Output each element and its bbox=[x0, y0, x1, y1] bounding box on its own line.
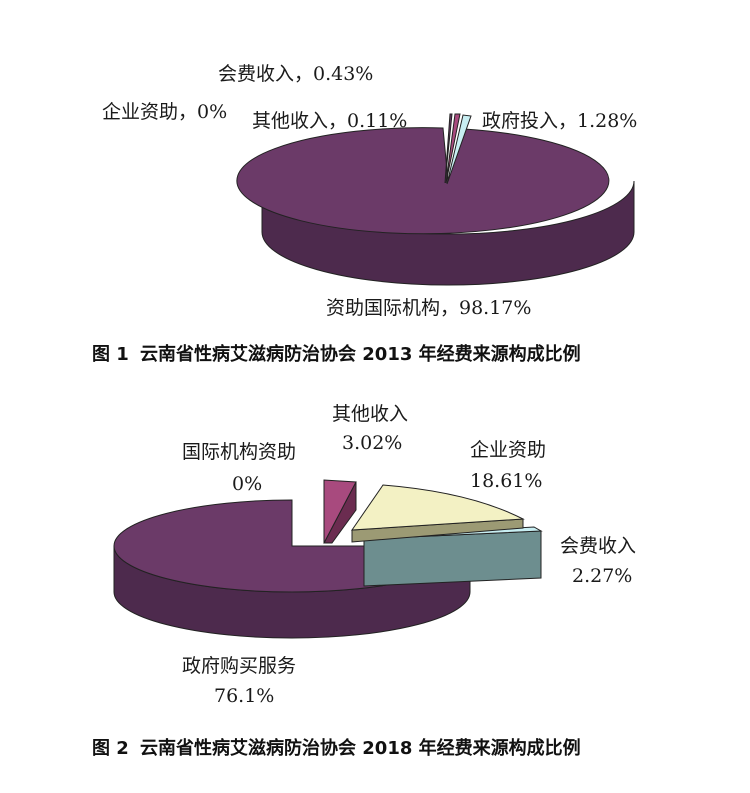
chart1-label-membership: 会费收入，0.43% bbox=[218, 63, 373, 85]
chart1-caption-number: 图 1 bbox=[92, 344, 129, 365]
chart1-label-government: 政府投入，1.28% bbox=[482, 110, 637, 132]
chart2-slice-other bbox=[323, 479, 357, 544]
chart1-slice-other bbox=[444, 113, 453, 184]
chart2-slice-enterprise bbox=[351, 484, 525, 531]
chart1-label-other: 其他收入，0.11% bbox=[252, 110, 407, 132]
chart-2: 其他收入 3.02% 国际机构资助 0% 企业资助 18.61% 会费收入 2.… bbox=[113, 403, 636, 707]
chart2-label-intl-value: 0% bbox=[232, 473, 262, 495]
chart-1: 会费收入，0.43% 企业资助，0% 其他收入，0.11% 政府投入，1.28%… bbox=[102, 63, 637, 319]
chart1-label-intl: 资助国际机构，98.17% bbox=[326, 297, 531, 319]
chart2-caption: 图 2 云南省性病艾滋病防治协会 2018 年经费来源构成比例 bbox=[92, 737, 581, 759]
chart2-label-enterprise-name: 企业资助 bbox=[470, 439, 546, 461]
chart2-label-gov-name: 政府购买服务 bbox=[182, 655, 296, 677]
chart2-label-gov-value: 76.1% bbox=[214, 685, 274, 707]
chart2-label-membership-value: 2.27% bbox=[572, 565, 632, 587]
chart1-label-enterprise: 企业资助，0% bbox=[102, 101, 227, 123]
chart2-label-membership-name: 会费收入 bbox=[560, 535, 636, 557]
chart2-caption-text: 云南省性病艾滋病防治协会 2018 年经费来源构成比例 bbox=[140, 737, 581, 759]
chart1-slice-intl bbox=[236, 127, 610, 235]
chart1-slice-membership bbox=[445, 113, 461, 184]
chart1-slice-government bbox=[446, 114, 472, 185]
chart2-label-enterprise-value: 18.61% bbox=[470, 470, 542, 492]
chart1-caption: 图 1 云南省性病艾滋病防治协会 2013 年经费来源构成比例 bbox=[92, 343, 581, 365]
chart2-label-intl-name: 国际机构资助 bbox=[182, 441, 296, 463]
chart2-label-other-value: 3.02% bbox=[342, 432, 402, 454]
chart1-caption-text: 云南省性病艾滋病防治协会 2013 年经费来源构成比例 bbox=[140, 343, 581, 365]
chart2-caption-number: 图 2 bbox=[92, 738, 129, 759]
chart2-label-other-name: 其他收入 bbox=[332, 403, 408, 425]
